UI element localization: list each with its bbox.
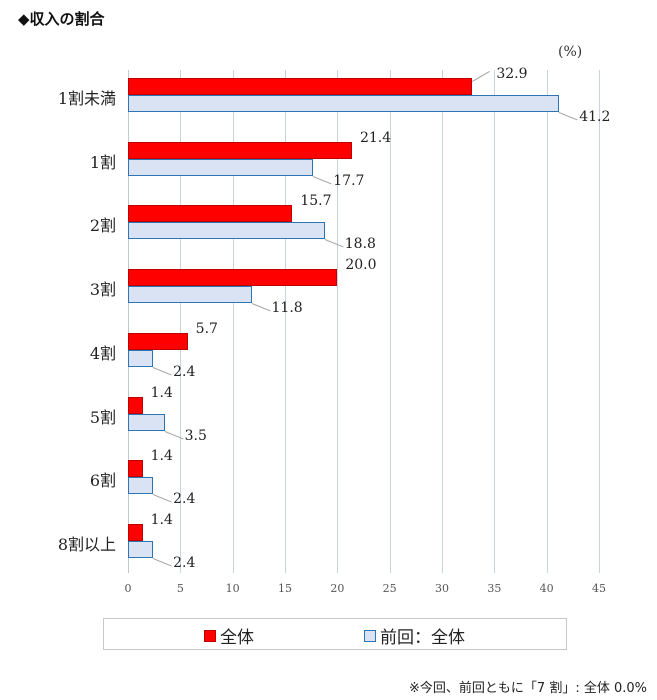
- value-label-previous: 2.4: [173, 554, 196, 571]
- category-label: 2割: [89, 216, 116, 236]
- leader-line: [312, 175, 332, 185]
- bar-previous: [128, 286, 252, 304]
- value-label-previous: 2.4: [173, 363, 196, 380]
- bar-current: [128, 396, 143, 414]
- value-label-current: 32.9: [496, 66, 528, 82]
- chart-title: ◆収入の割合: [18, 10, 105, 28]
- value-label-previous: 11.8: [271, 300, 303, 317]
- bar-current: [128, 523, 143, 541]
- x-tick-label: 15: [278, 582, 292, 595]
- value-label-previous: 18.8: [344, 236, 376, 253]
- bar-previous: [128, 222, 325, 240]
- legend-label: 前回：全体: [380, 628, 465, 648]
- x-tick-label: 25: [382, 582, 397, 595]
- value-label-current: 1.4: [150, 448, 173, 465]
- category-label: 1割未満: [57, 89, 116, 108]
- gridline: [494, 70, 495, 573]
- bar-previous: [128, 158, 314, 176]
- x-tick-label: 45: [592, 582, 606, 595]
- bar-previous: [128, 540, 154, 558]
- value-label-current: 1.4: [150, 511, 173, 528]
- gridline: [442, 70, 443, 573]
- bar-previous: [128, 349, 154, 367]
- gridline: [547, 70, 548, 573]
- x-tick-label: 20: [330, 582, 345, 595]
- gridline: [233, 70, 234, 573]
- category-label: 5割: [89, 407, 116, 427]
- category-label: 4割: [89, 343, 116, 363]
- legend-item-previous: 前回：全体: [364, 623, 465, 648]
- gridline: [390, 70, 391, 573]
- bar-current: [128, 269, 338, 287]
- value-label-current: 20.0: [345, 257, 377, 274]
- value-label-current: 5.7: [195, 320, 218, 337]
- leader-line: [152, 366, 172, 376]
- value-label-previous: 17.7: [333, 172, 365, 189]
- bar-chart: 0 5 10 15 20 25 30 35 40 45 1割未満 32.9 41.2 1割 21.4 17.7…: [57, 66, 611, 595]
- value-label-previous: 41.2: [579, 109, 611, 125]
- x-tick-label: 35: [487, 582, 502, 595]
- gridline: [285, 70, 286, 573]
- leader-line: [324, 239, 344, 248]
- x-tick-label: 30: [435, 582, 449, 595]
- bar-previous: [128, 477, 154, 495]
- legend-item-current: 全体: [204, 623, 254, 648]
- value-label-previous: 3.5: [184, 427, 207, 444]
- gridline: [599, 70, 600, 573]
- category-label: 1割: [89, 152, 116, 172]
- bar-current: [128, 460, 143, 478]
- leader-line: [251, 303, 271, 312]
- x-tick-label: 10: [225, 582, 240, 595]
- x-tick-label: 40: [539, 582, 554, 595]
- value-label-current: 21.4: [359, 129, 392, 146]
- x-tick-label: 0: [124, 582, 132, 595]
- gridline: [337, 70, 338, 573]
- bar-current: [128, 141, 352, 159]
- value-label-current: 15.7: [300, 193, 332, 210]
- category-label: 6割: [89, 471, 116, 491]
- legend-label: 全体: [220, 628, 254, 648]
- bar-current: [128, 78, 473, 95]
- bar-previous: [128, 413, 165, 431]
- bar-current: [128, 332, 188, 350]
- category-label: 3割: [89, 280, 116, 300]
- category-label: 8割以上: [57, 534, 116, 554]
- leader-line: [472, 71, 491, 82]
- gridline: [128, 70, 129, 573]
- bar-previous: [128, 95, 560, 112]
- legend: 全体 前回：全体: [103, 618, 567, 650]
- unit-label: (%): [558, 44, 583, 60]
- gridline: [180, 70, 181, 573]
- leader-line: [558, 112, 578, 121]
- bar-current: [128, 205, 293, 223]
- red-swatch-icon: [204, 629, 216, 642]
- value-label-previous: 2.4: [173, 491, 196, 508]
- x-tick-label: 5: [176, 582, 184, 595]
- footnote: ※今回、前回ともに「7 割」: 全体 0.0%: [409, 681, 647, 696]
- value-label-current: 1.4: [150, 384, 173, 401]
- blue-swatch-icon: [364, 629, 376, 642]
- leader-line: [152, 557, 172, 567]
- leader-line: [152, 494, 172, 503]
